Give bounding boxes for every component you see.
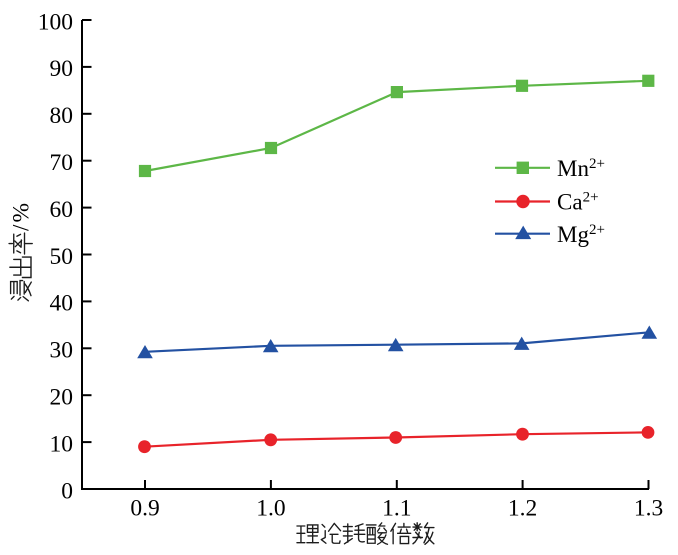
- svg-text:60: 60: [50, 197, 74, 223]
- svg-text:70: 70: [50, 150, 74, 176]
- svg-text:10: 10: [50, 431, 74, 457]
- svg-text:%: %: [9, 203, 35, 223]
- svg-text:0: 0: [61, 478, 73, 504]
- svg-text:1.2: 1.2: [508, 496, 537, 522]
- svg-text:Ca2+: Ca2+: [557, 190, 599, 215]
- svg-text:80: 80: [50, 103, 74, 129]
- svg-text:30: 30: [50, 338, 74, 364]
- svg-text:1.3: 1.3: [634, 496, 663, 522]
- svg-text:40: 40: [50, 291, 74, 317]
- svg-text:100: 100: [38, 9, 73, 35]
- svg-text:Mn2+: Mn2+: [557, 156, 605, 181]
- svg-text:90: 90: [50, 56, 74, 82]
- svg-text:Mg2+: Mg2+: [557, 222, 605, 247]
- svg-text:20: 20: [50, 385, 74, 411]
- svg-text:0.9: 0.9: [130, 496, 159, 522]
- svg-text:1.1: 1.1: [382, 496, 411, 522]
- svg-text:/: /: [9, 224, 34, 231]
- svg-text:1.0: 1.0: [256, 496, 285, 522]
- svg-text:50: 50: [50, 244, 74, 270]
